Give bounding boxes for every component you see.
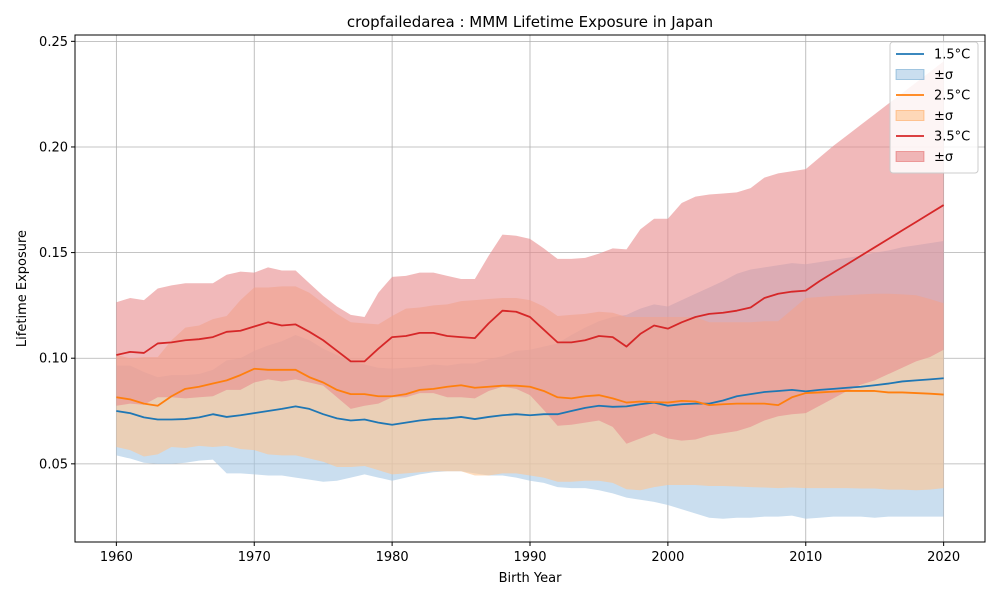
legend-series-label: 1.5°C (934, 48, 970, 63)
legend-band-label: ±σ (934, 109, 953, 124)
x-axis-ticks: 1960 1970 1980 1990 2000 2010 2020 (100, 542, 960, 565)
line-3-5c (116, 204, 945, 363)
line-1-5c (116, 377, 944, 426)
y-tick-label: 0.20 (39, 140, 68, 155)
x-tick-label: 2000 (651, 550, 684, 565)
x-tick-label: 1970 (238, 550, 271, 565)
legend-band-label: ±σ (934, 68, 953, 83)
line-2-5c (116, 367, 944, 407)
y-tick-label: 0.10 (39, 352, 68, 367)
y-tick-label: 0.15 (39, 246, 68, 261)
y-tick-label: 0.05 (39, 457, 68, 472)
legend: 1.5°C ±σ 2.5°C ±σ 3.5°C ±σ (889, 41, 979, 174)
x-axis-label: Birth Year (499, 571, 563, 586)
y-tick-label: 0.25 (39, 35, 68, 50)
legend-band-swatch (895, 69, 925, 80)
x-tick-label: 1960 (100, 550, 133, 565)
x-tick-label: 1980 (376, 550, 409, 565)
band-3-5c (116, 61, 944, 444)
x-tick-label: 2020 (927, 550, 960, 565)
y-axis-label: Lifetime Exposure (15, 230, 30, 347)
legend-band-label: ±σ (934, 150, 953, 165)
series-lines (116, 204, 945, 426)
legend-series-label: 2.5°C (934, 89, 970, 104)
error-bands (116, 61, 944, 519)
legend-band-swatch (895, 110, 925, 121)
x-tick-label: 2010 (789, 550, 822, 565)
legend-series-label: 3.5°C (934, 130, 970, 145)
chart-title: cropfailedarea : MMM Lifetime Exposure i… (347, 13, 713, 31)
y-axis-ticks: 0.05 0.10 0.15 0.20 0.25 (39, 35, 75, 472)
legend-band-swatch (895, 151, 925, 162)
x-tick-label: 1990 (513, 550, 546, 565)
